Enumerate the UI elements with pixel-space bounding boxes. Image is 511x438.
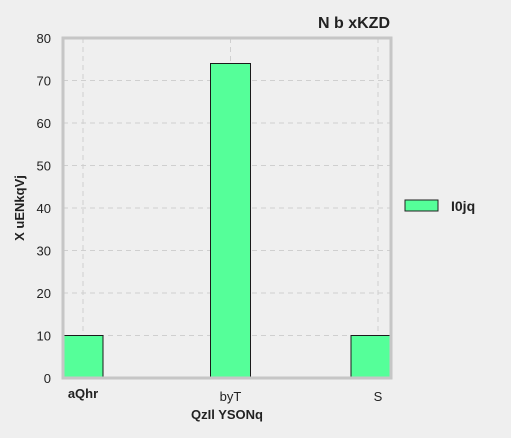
y-tick-label: 50 — [37, 159, 51, 174]
plot-frame — [61, 36, 393, 380]
y-tick-label: 70 — [37, 74, 51, 89]
x-tick-label: aQhr — [68, 386, 98, 401]
y-tick-label: 80 — [37, 31, 51, 46]
chart-title: N b xKZD — [318, 15, 390, 32]
bar — [62, 335, 104, 379]
x-tick-labels: aQhr byT S — [68, 386, 383, 404]
bars — [62, 63, 392, 379]
y-tick-label: 10 — [37, 329, 51, 344]
y-tick-labels: 0 10 20 30 40 50 60 70 80 — [37, 31, 51, 386]
x-tick-label: byT — [220, 389, 242, 404]
x-axis-title: QzIl YSONq — [191, 407, 263, 422]
legend: I0jq — [404, 198, 475, 214]
y-tick-label: 0 — [44, 371, 51, 386]
y-tick-label: 30 — [37, 244, 51, 259]
legend-swatch — [404, 199, 439, 212]
y-tick-label: 40 — [37, 201, 51, 216]
y-axis-title: X uENkqVj — [12, 175, 27, 241]
y-tick-label: 20 — [37, 286, 51, 301]
legend-label: I0jq — [451, 198, 475, 214]
bar — [350, 335, 392, 379]
x-tick-label: S — [374, 389, 383, 404]
bar — [210, 63, 251, 379]
y-tick-label: 60 — [37, 116, 51, 131]
